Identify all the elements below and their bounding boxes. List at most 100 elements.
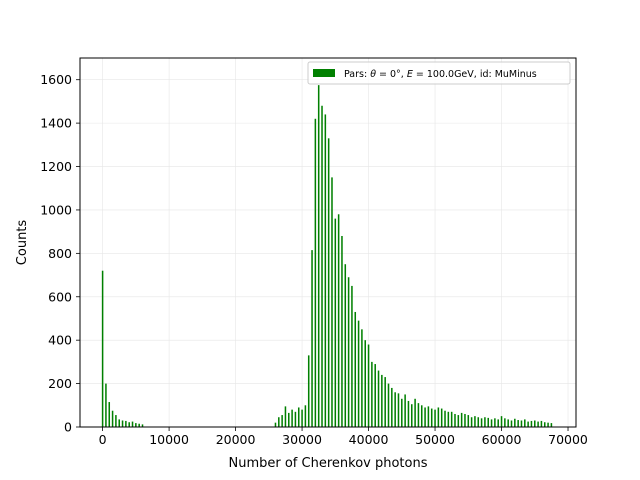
histogram-bar: [427, 406, 430, 427]
histogram-bar: [377, 370, 380, 427]
histogram-bar: [125, 420, 127, 427]
histogram-bar: [524, 419, 526, 427]
histogram-bar: [401, 398, 403, 427]
y-tick-label: 0: [64, 420, 72, 435]
histogram-bar: [128, 422, 130, 427]
histogram-bar: [507, 419, 509, 427]
x-tick-label: 0: [99, 432, 107, 447]
histogram-bar: [540, 420, 543, 427]
histogram-bar: [414, 398, 416, 427]
histogram-bar: [454, 413, 456, 427]
histogram-bar: [434, 409, 436, 427]
histogram-bar: [294, 411, 297, 427]
histogram-bar: [135, 423, 137, 427]
histogram-bar: [121, 420, 124, 427]
histogram-bar: [101, 270, 104, 427]
histogram-bar: [394, 392, 396, 427]
bars-group: [101, 85, 553, 428]
x-tick-label: 10000: [149, 432, 189, 447]
histogram-bar: [457, 415, 460, 427]
histogram-bar: [387, 383, 390, 427]
y-axis-label: Counts: [15, 220, 30, 266]
histogram-bar: [440, 408, 443, 427]
x-tick-label: 70000: [548, 432, 588, 447]
legend-box: [307, 61, 571, 85]
histogram-bar: [301, 409, 303, 427]
histogram-bar: [547, 422, 549, 427]
x-tick-label: 20000: [216, 432, 256, 447]
histogram-bar: [543, 422, 546, 427]
histogram-bar: [341, 235, 343, 427]
histogram-bar: [437, 407, 440, 427]
histogram-bar: [105, 383, 107, 427]
histogram-bar: [111, 410, 114, 427]
histogram-bar: [297, 407, 300, 427]
histogram-bar: [480, 418, 483, 427]
y-tick-label: 1600: [40, 72, 72, 87]
x-axis-ticks: 0 10000 20000 30000 40000 50000 60000 70000: [99, 427, 588, 447]
y-tick-label: 800: [48, 246, 72, 261]
histogram-bar: [520, 420, 523, 427]
x-tick-label: 50000: [415, 432, 455, 447]
histogram-bar: [314, 118, 317, 427]
x-tick-label: 30000: [282, 432, 322, 447]
histogram-bar: [497, 419, 499, 427]
histogram-bar: [131, 421, 134, 427]
plot-frame: [79, 57, 577, 428]
histogram-bar: [381, 374, 383, 427]
histogram-bar: [424, 407, 426, 427]
histogram-bar: [517, 420, 519, 427]
histogram-bar: [138, 423, 140, 427]
histogram-bar: [108, 402, 111, 427]
y-tick-label: 1400: [40, 116, 72, 131]
histogram-bar: [331, 177, 333, 427]
histogram-bar: [327, 138, 330, 427]
y-tick-label: 200: [48, 376, 72, 391]
histogram-bar: [367, 344, 370, 427]
histogram-bar: [444, 410, 446, 427]
y-tick-label: 1200: [40, 159, 72, 174]
histogram-bar: [357, 320, 360, 427]
histogram-bar: [417, 403, 420, 427]
histogram-bar: [291, 409, 293, 427]
histogram-bar: [397, 393, 400, 427]
legend: Pars: θ = 0°, E = 100.0GeV, id: MuMinus: [307, 61, 571, 85]
histogram-bar: [474, 416, 476, 427]
histogram-bar: [504, 418, 506, 427]
y-axis-ticks: 0 200 400 600 800 1000 1200 1400 1600: [40, 72, 80, 435]
histogram-bar: [411, 404, 413, 427]
histogram-bar: [447, 411, 450, 427]
histogram-bar: [430, 408, 433, 427]
histogram-bar: [484, 417, 486, 427]
histogram-bar: [490, 419, 493, 427]
x-axis-label: Number of Cherenkov photons: [229, 456, 428, 471]
histogram-bar: [391, 387, 393, 427]
histogram-bar: [374, 364, 376, 427]
histogram-bar: [321, 105, 323, 428]
histogram-bar: [334, 218, 337, 427]
histogram-bar: [470, 417, 473, 427]
histogram-bar: [304, 405, 307, 427]
histogram-bar: [115, 415, 117, 427]
histogram-bar: [407, 400, 410, 427]
histogram-bar: [281, 415, 283, 427]
histogram-bar: [460, 412, 463, 427]
histogram-bar: [510, 420, 513, 427]
histogram-bar: [317, 85, 320, 427]
histogram-bar: [324, 114, 327, 427]
x-tick-label: 40000: [349, 432, 389, 447]
histogram-bar: [284, 406, 287, 427]
histogram-bar: [344, 264, 347, 427]
histogram-bar: [514, 418, 516, 427]
histogram-bar: [534, 420, 536, 427]
histogram-bar: [527, 421, 529, 427]
x-tick-label: 60000: [482, 432, 522, 447]
histogram-bar: [487, 417, 490, 427]
histogram-bar: [278, 417, 280, 427]
histogram-bar: [450, 411, 453, 427]
histogram-bar: [530, 420, 533, 427]
histogram-bar: [371, 361, 373, 427]
histogram-bar: [500, 416, 503, 427]
histogram-bar: [384, 377, 386, 427]
